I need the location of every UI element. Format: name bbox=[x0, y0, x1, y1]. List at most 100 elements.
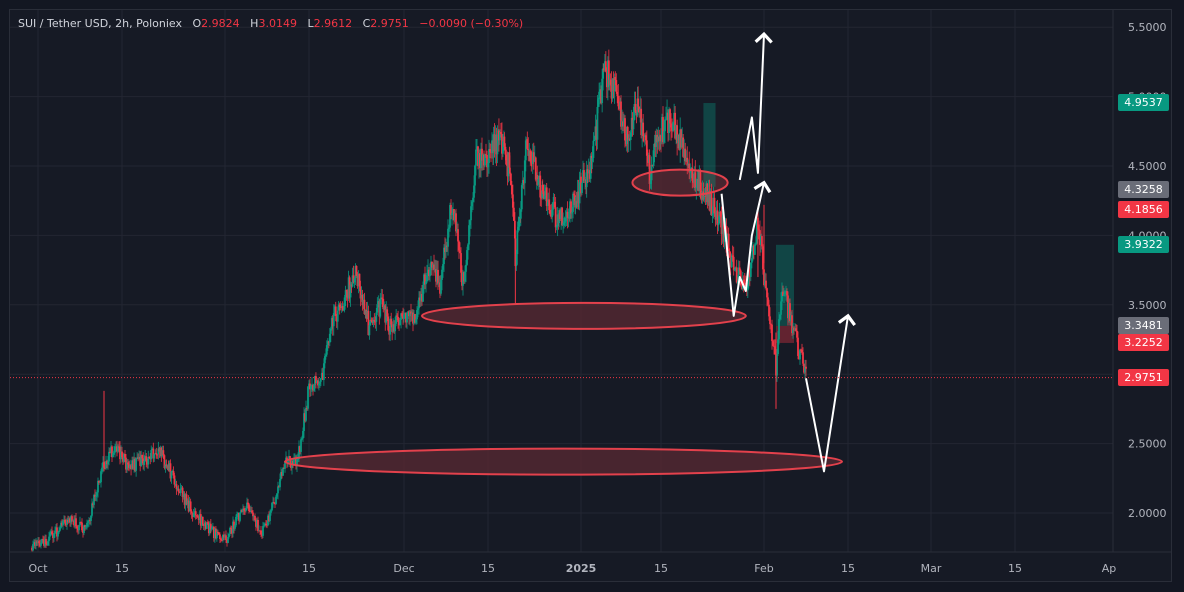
candle-body bbox=[293, 458, 295, 466]
candle-body bbox=[66, 519, 68, 525]
candle-body bbox=[710, 191, 713, 216]
candle-body bbox=[536, 175, 539, 185]
candle-body bbox=[575, 200, 578, 208]
price-badge-3-2252: 3.2252 bbox=[1118, 333, 1169, 351]
candle-body bbox=[800, 349, 802, 351]
candle-body bbox=[664, 119, 666, 132]
candle-body bbox=[401, 313, 403, 317]
candle-body bbox=[84, 525, 86, 527]
candle-body bbox=[266, 524, 268, 526]
x-tick-label: Feb bbox=[754, 562, 773, 575]
candle-body bbox=[442, 264, 444, 270]
candle-body bbox=[762, 246, 764, 270]
candle-body bbox=[483, 154, 485, 166]
candle-body bbox=[158, 448, 161, 452]
candle-body bbox=[608, 79, 611, 86]
candle-body bbox=[481, 148, 483, 161]
candle-body bbox=[700, 190, 703, 201]
candle-body bbox=[532, 152, 535, 162]
x-tick-label: Nov bbox=[214, 562, 236, 575]
x-tick-label: Dec bbox=[393, 562, 414, 575]
candle-body bbox=[54, 530, 56, 534]
candle-body bbox=[242, 508, 244, 512]
candle-body bbox=[523, 160, 526, 184]
candle-body bbox=[125, 457, 127, 470]
candle-body bbox=[639, 108, 642, 113]
candlesticks bbox=[31, 49, 807, 552]
x-tick-label: 15 bbox=[302, 562, 316, 575]
candle-body bbox=[485, 154, 487, 156]
candle-body bbox=[106, 461, 108, 465]
candle-body bbox=[204, 522, 207, 529]
candle-body bbox=[255, 520, 257, 527]
x-tick-label: 15 bbox=[841, 562, 855, 575]
candle-body bbox=[320, 372, 323, 379]
candle-body bbox=[227, 537, 229, 543]
candle-body bbox=[521, 179, 524, 186]
symbol-title[interactable]: SUI / Tether USD, 2h, Poloniex bbox=[18, 17, 182, 30]
candle-body bbox=[562, 223, 565, 226]
candle-body bbox=[154, 453, 157, 455]
candle-body bbox=[126, 462, 128, 470]
candle-body bbox=[526, 139, 529, 149]
candle-body bbox=[393, 324, 396, 332]
candle-body bbox=[533, 157, 536, 162]
candle-body bbox=[489, 149, 491, 152]
x-tick-label: 2025 bbox=[566, 562, 597, 575]
candle-body bbox=[588, 170, 591, 179]
candle-body bbox=[35, 541, 37, 546]
candle-body bbox=[361, 294, 364, 306]
chart-frame[interactable] bbox=[9, 9, 1172, 582]
candle-body bbox=[642, 122, 645, 137]
x-axis[interactable]: Oct 15 Nov 15 Dec 15 2025 15 Feb 15 Mar 15 Ap bbox=[28, 562, 1116, 575]
candle-body bbox=[543, 195, 546, 199]
candle-body bbox=[256, 519, 258, 527]
y-tick-label: 3.5000 bbox=[1128, 299, 1167, 312]
candle-body bbox=[177, 488, 180, 492]
candle-body bbox=[141, 454, 144, 459]
candle-body bbox=[276, 493, 278, 497]
candle-body bbox=[425, 281, 427, 285]
candle-body bbox=[715, 210, 718, 220]
candle-body bbox=[78, 525, 80, 531]
candle-body bbox=[755, 217, 758, 244]
candle-body bbox=[577, 191, 580, 204]
candle-body bbox=[72, 520, 74, 522]
candle-body bbox=[212, 526, 215, 539]
candle-body bbox=[163, 455, 166, 469]
candle-body bbox=[86, 522, 88, 527]
candle-body bbox=[120, 451, 122, 460]
candle-body bbox=[737, 267, 740, 282]
candle-body bbox=[609, 79, 612, 85]
candle-body bbox=[339, 306, 342, 308]
candle-body bbox=[157, 448, 160, 455]
candle-body bbox=[542, 191, 545, 199]
candle-body bbox=[316, 380, 318, 384]
candle-body bbox=[482, 154, 484, 161]
candle-body bbox=[358, 273, 361, 287]
candle-body bbox=[345, 290, 348, 292]
candle-body bbox=[59, 527, 61, 531]
candle-body bbox=[799, 349, 801, 360]
candle-body bbox=[580, 176, 582, 193]
candle-body bbox=[668, 109, 670, 134]
candle-body bbox=[325, 345, 328, 355]
candle-body bbox=[761, 236, 763, 247]
candle-body bbox=[155, 453, 158, 455]
candle-body bbox=[722, 216, 725, 242]
candle-body bbox=[537, 179, 540, 185]
candle-body bbox=[232, 521, 234, 534]
candle-body bbox=[202, 524, 205, 526]
candle-body bbox=[88, 520, 90, 522]
candle-body bbox=[149, 457, 152, 460]
candle-body bbox=[39, 543, 41, 546]
candle-body bbox=[794, 328, 796, 331]
candle-body bbox=[439, 282, 441, 294]
candle-body bbox=[787, 295, 789, 319]
candle-body bbox=[453, 209, 455, 221]
candle-body bbox=[218, 532, 220, 535]
candle-body bbox=[594, 126, 597, 140]
position-box-short-2 bbox=[776, 325, 794, 343]
candle-body bbox=[712, 197, 715, 214]
